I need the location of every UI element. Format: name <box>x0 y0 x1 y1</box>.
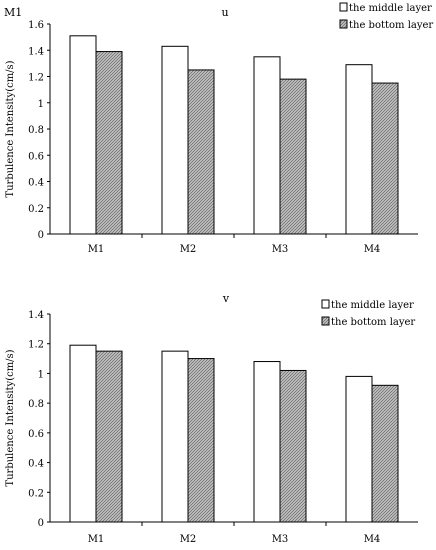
y-tick-label: 1.2 <box>28 73 44 84</box>
y-tick-label: 1.4 <box>28 46 44 57</box>
bar-middle-m4 <box>345 375 373 523</box>
y-tick-label: 1 <box>38 369 44 380</box>
x-tick-label: M2 <box>180 534 197 545</box>
bar-bottom-m3 <box>279 369 307 523</box>
legend-swatch <box>321 316 330 326</box>
x-tick-label: M3 <box>272 534 289 545</box>
x-tick-label: M4 <box>364 244 381 255</box>
bar-middle-m1 <box>69 344 97 523</box>
legend-entry: the middle layer <box>331 300 414 311</box>
y-tick-label: 0.8 <box>28 125 44 136</box>
bar-middle-m4 <box>345 64 373 235</box>
bar-middle-m3 <box>253 56 281 235</box>
bar-middle-m2 <box>161 350 189 523</box>
x-tick-label: M1 <box>88 244 105 255</box>
y-tick-label: 0.8 <box>28 399 44 410</box>
y-tick-label: 0 <box>38 230 44 241</box>
legend-swatch <box>321 299 330 309</box>
y-tick-label: 0.4 <box>28 178 44 189</box>
bar-middle-m3 <box>253 361 281 523</box>
y-tick-label: 1.2 <box>28 340 44 351</box>
x-tick-label: M3 <box>272 244 289 255</box>
x-tick-label: M2 <box>180 244 197 255</box>
legend-entry: the bottom layer <box>331 317 415 328</box>
legend-swatch <box>339 2 348 12</box>
legend-entry: the bottom layer <box>349 20 433 31</box>
bar-bottom-m4 <box>371 384 399 523</box>
bar-bottom-m1 <box>95 51 123 235</box>
bar-middle-m2 <box>161 45 189 235</box>
figure-label: M1 <box>4 6 22 19</box>
chart-title: v <box>222 292 230 305</box>
bar-middle-m1 <box>69 35 97 235</box>
x-tick-label: M1 <box>88 534 105 545</box>
chart-title: u <box>221 6 228 19</box>
y-axis-label: Turbulence Intensity(cm/s) <box>5 349 16 486</box>
y-tick-label: 0.6 <box>28 151 44 162</box>
x-tick-label: M4 <box>364 534 381 545</box>
y-tick-label: 1 <box>38 99 44 110</box>
bar-bottom-m2 <box>187 69 215 235</box>
y-tick-label: 0.2 <box>28 488 44 499</box>
legend-swatch <box>339 19 348 29</box>
bar-bottom-m3 <box>279 78 307 235</box>
chart-v: v 0 0.2 0.4 0.6 0.8 1 1.2 1.4 Turbulence Intensit… <box>5 292 418 545</box>
bar-bottom-m1 <box>95 350 123 523</box>
bar-bottom-m2 <box>187 358 215 523</box>
y-tick-label: 0.6 <box>28 429 44 440</box>
y-axis-label: Turbulence Intensity(cm/s) <box>5 60 16 197</box>
chart-u: u 0 0.2 0.4 0.6 0.8 1 1.2 1.4 1.6 Turbulence Inten… <box>5 2 433 255</box>
y-tick-label: 1.4 <box>28 310 44 321</box>
y-tick-label: 0 <box>38 518 44 529</box>
y-tick-label: 1.6 <box>28 20 44 31</box>
bar-bottom-m4 <box>371 82 399 235</box>
y-tick-label: 0.2 <box>28 204 44 215</box>
legend-entry: the middle layer <box>349 3 432 14</box>
y-tick-label: 0.4 <box>28 459 44 470</box>
